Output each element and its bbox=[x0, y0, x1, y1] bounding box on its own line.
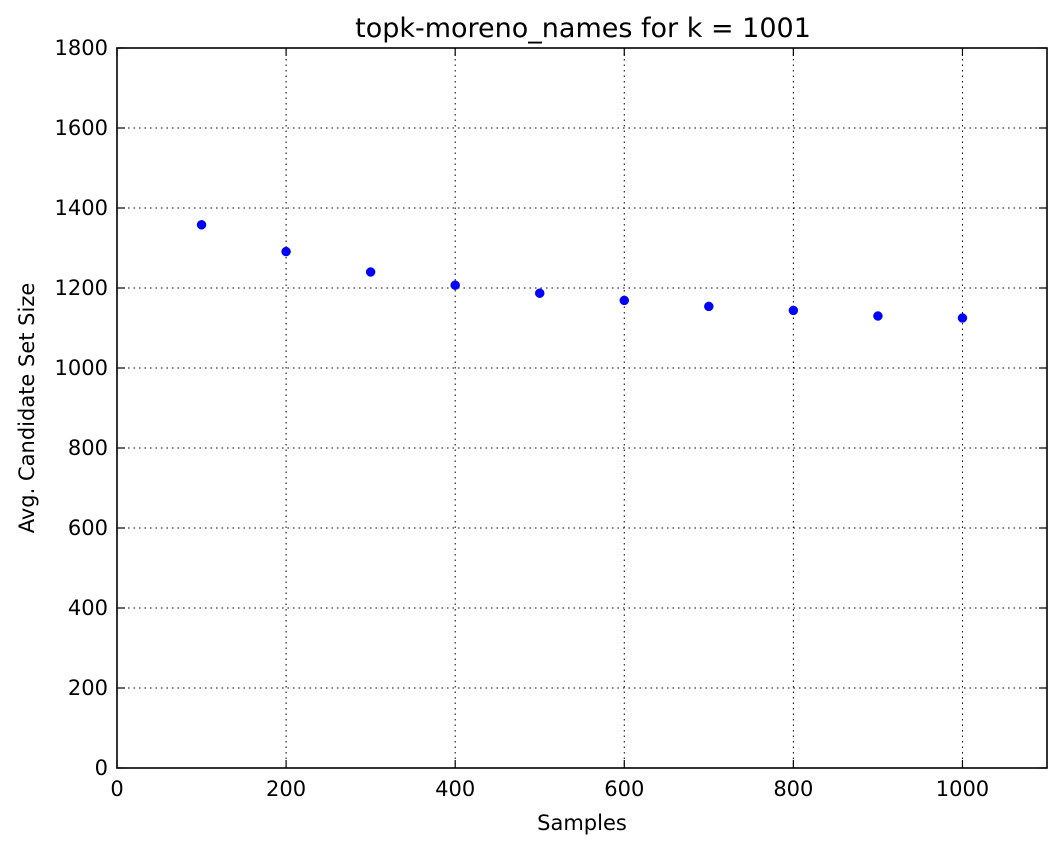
x-tick-label: 800 bbox=[773, 777, 813, 801]
x-tick-label: 200 bbox=[266, 777, 306, 801]
axis-ticks: 0 200 400 600 800 1000 0 200 400 600 800 1000 1200 14… bbox=[55, 36, 1047, 801]
x-tick-label: 600 bbox=[604, 777, 644, 801]
data-point bbox=[788, 305, 799, 316]
x-axis-label: Samples bbox=[537, 811, 627, 835]
y-axis-label: Avg. Candidate Set Size bbox=[15, 283, 39, 534]
data-point bbox=[534, 288, 545, 298]
y-tick-label: 1600 bbox=[55, 116, 108, 140]
chart-title: topk-moreno_names for k = 1001 bbox=[355, 13, 811, 44]
y-tick-label: 0 bbox=[95, 756, 108, 780]
data-point bbox=[281, 246, 291, 257]
y-tick-label: 800 bbox=[68, 436, 108, 460]
data-point bbox=[450, 280, 460, 290]
data-points bbox=[196, 220, 968, 323]
x-tick-label: 400 bbox=[435, 777, 475, 801]
y-tick-label: 1000 bbox=[55, 356, 108, 380]
data-point bbox=[704, 301, 714, 312]
y-tick-label: 1200 bbox=[55, 276, 108, 300]
y-tick-label: 600 bbox=[68, 516, 108, 540]
y-tick-label: 200 bbox=[68, 676, 108, 700]
data-point bbox=[196, 220, 207, 230]
y-tick-label: 1400 bbox=[55, 196, 108, 220]
x-tick-label: 1000 bbox=[936, 777, 989, 801]
data-point bbox=[873, 311, 883, 321]
plot-area-frame bbox=[116, 47, 1048, 769]
grid-lines bbox=[117, 48, 1047, 768]
data-point bbox=[619, 295, 630, 306]
y-tick-label: 1800 bbox=[55, 36, 108, 60]
data-point bbox=[365, 267, 376, 277]
data-point bbox=[957, 313, 968, 323]
y-tick-label: 400 bbox=[68, 596, 108, 620]
x-tick-label: 0 bbox=[110, 777, 123, 801]
